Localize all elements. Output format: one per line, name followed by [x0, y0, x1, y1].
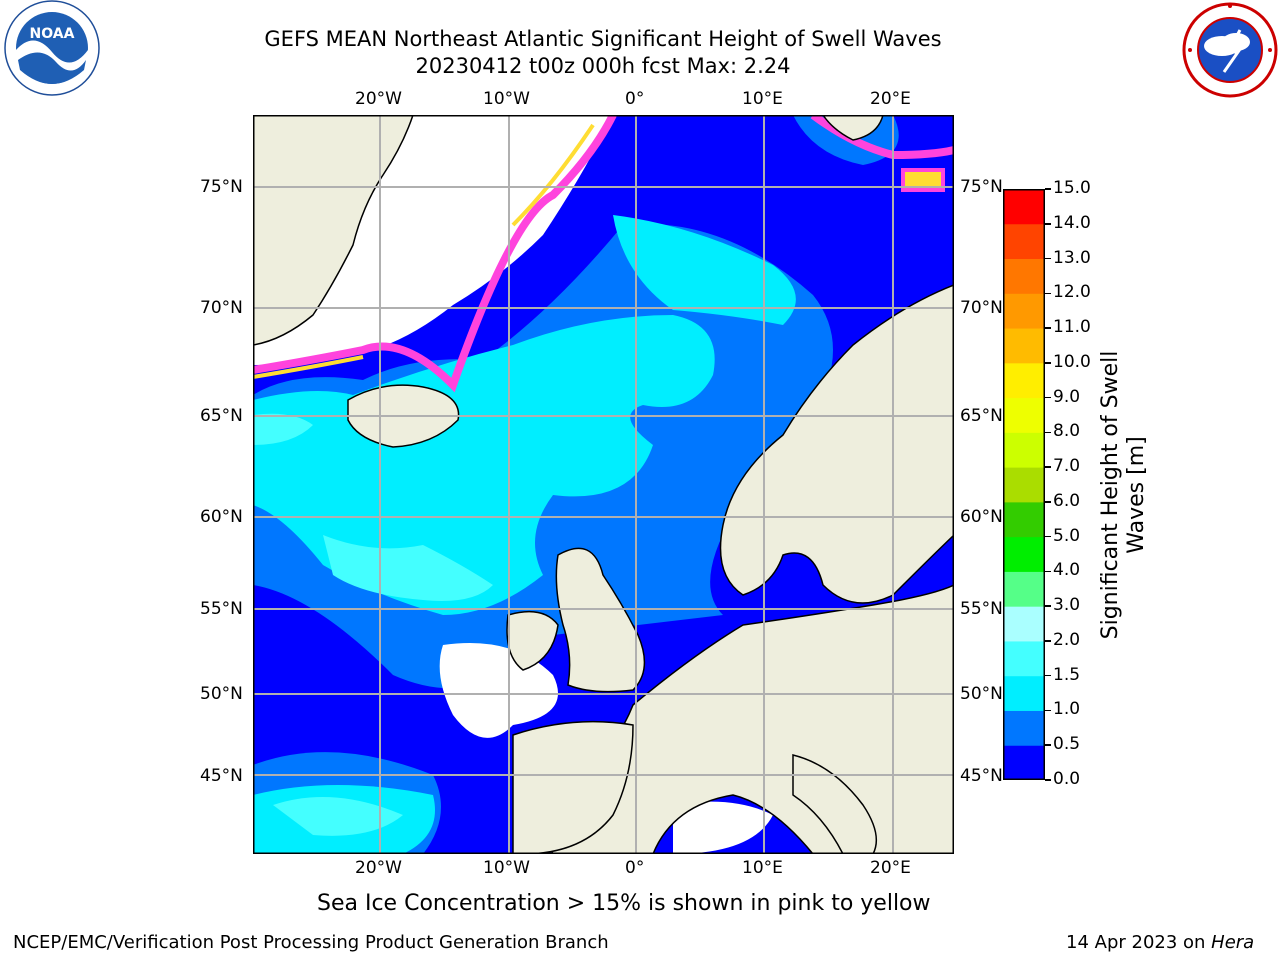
lat-label-left: 50°N: [200, 684, 243, 704]
colorbar-tick-label: 13.0: [1053, 248, 1091, 268]
footer-left: NCEP/EMC/Verification Post Processing Pr…: [13, 932, 609, 953]
colorbar-tick-mark: [1045, 571, 1051, 573]
colorbar-segment: [1003, 293, 1045, 328]
colorbar-tick-label: 5.0: [1053, 526, 1080, 546]
colorbar-segment: [1003, 502, 1045, 537]
lon-label-top: 10°W: [483, 89, 530, 109]
lat-label-left: 55°N: [200, 599, 243, 619]
colorbar-tick-label: 0.5: [1053, 734, 1080, 754]
colorbar-tick-label: 2.0: [1053, 630, 1080, 650]
colorbar-tick-label: 14.0: [1053, 213, 1091, 233]
lat-label-left: 75°N: [200, 177, 243, 197]
map-panel: [253, 115, 954, 854]
colorbar-tick-mark: [1045, 466, 1051, 468]
lat-label-left: 65°N: [200, 406, 243, 426]
colorbar-tick-mark: [1045, 258, 1051, 260]
colorbar-segment: [1003, 363, 1045, 398]
lat-label-left: 60°N: [200, 507, 243, 527]
colorbar-tick-label: 11.0: [1053, 317, 1091, 337]
colorbar-tick-mark: [1045, 501, 1051, 503]
colorbar-tick-mark: [1045, 710, 1051, 712]
colorbar-tick-mark: [1045, 605, 1051, 607]
sea-ice-caption: Sea Ice Concentration > 15% is shown in …: [317, 891, 931, 916]
colorbar-segment: [1003, 328, 1045, 363]
colorbar-segment: [1003, 224, 1045, 259]
colorbar-tick-label: 8.0: [1053, 421, 1080, 441]
colorbar-tick-label: 1.0: [1053, 699, 1080, 719]
svg-text:NOAA: NOAA: [30, 26, 75, 42]
map-subtitle: 20230412 t00z 000h fcst Max: 2.24: [0, 54, 1206, 79]
colorbar-tick-mark: [1045, 397, 1051, 399]
colorbar-segment: [1003, 432, 1045, 467]
colorbar-segment: [1003, 571, 1045, 606]
colorbar-tick-label: 9.0: [1053, 387, 1080, 407]
footer-date: 14 Apr 2023 on: [1066, 932, 1211, 953]
colorbar-label: Significant Height of Swell Waves [m]: [1098, 335, 1150, 655]
map-title: GEFS MEAN Northeast Atlantic Significant…: [0, 27, 1206, 52]
lon-label-bottom: 10°W: [483, 858, 530, 878]
nws-logo: [1180, 0, 1280, 100]
colorbar-tick-label: 7.0: [1053, 456, 1080, 476]
colorbar-tick-mark: [1045, 362, 1051, 364]
colorbar-tick-mark: [1045, 293, 1051, 295]
colorbar-segment: [1003, 676, 1045, 711]
colorbar-tick-label: 0.0: [1053, 769, 1080, 789]
colorbar-tick-mark: [1045, 432, 1051, 434]
colorbar-segment: [1003, 467, 1045, 502]
colorbar-tick-mark: [1045, 536, 1051, 538]
colorbar-tick-mark: [1045, 779, 1051, 781]
lon-label-top: 20°E: [870, 89, 911, 109]
lon-label-top: 0°: [625, 89, 644, 109]
colorbar-tick-label: 4.0: [1053, 560, 1080, 580]
colorbar: [1003, 189, 1045, 780]
colorbar-tick-label: 3.0: [1053, 595, 1080, 615]
colorbar-tick-label: 6.0: [1053, 491, 1080, 511]
lat-label-right: 55°N: [960, 599, 1003, 619]
colorbar-tick-label: 12.0: [1053, 282, 1091, 302]
lat-label-right: 45°N: [960, 766, 1003, 786]
colorbar-segment: [1003, 710, 1045, 745]
lon-label-top: 20°W: [355, 89, 402, 109]
lat-label-right: 50°N: [960, 684, 1003, 704]
colorbar-segment: [1003, 745, 1045, 780]
lat-label-right: 70°N: [960, 298, 1003, 318]
lon-label-bottom: 10°E: [742, 858, 783, 878]
colorbar-tick-mark: [1045, 223, 1051, 225]
colorbar-tick-mark: [1045, 327, 1051, 329]
colorbar-tick-label: 1.5: [1053, 665, 1080, 685]
lat-label-left: 70°N: [200, 298, 243, 318]
colorbar-segment: [1003, 537, 1045, 572]
lat-label-right: 60°N: [960, 507, 1003, 527]
colorbar-tick-label: 15.0: [1053, 178, 1091, 198]
lon-label-top: 10°E: [742, 89, 783, 109]
colorbar-segment: [1003, 606, 1045, 641]
colorbar-segment: [1003, 259, 1045, 294]
colorbar-tick-mark: [1045, 640, 1051, 642]
colorbar-tick-mark: [1045, 744, 1051, 746]
colorbar-tick-mark: [1045, 675, 1051, 677]
lat-label-right: 65°N: [960, 406, 1003, 426]
colorbar-segment: [1003, 641, 1045, 676]
colorbar-tick-mark: [1045, 188, 1051, 190]
colorbar-segment: [1003, 189, 1045, 224]
footer-right: 14 Apr 2023 on Hera: [1066, 932, 1254, 953]
lon-label-bottom: 20°E: [870, 858, 911, 878]
colorbar-segment: [1003, 398, 1045, 433]
noaa-logo: NOAA: [0, 0, 104, 104]
colorbar-tick-label: 10.0: [1053, 352, 1091, 372]
lon-label-bottom: 20°W: [355, 858, 402, 878]
lat-label-left: 45°N: [200, 766, 243, 786]
footer-host: Hera: [1211, 932, 1254, 953]
lon-label-bottom: 0°: [625, 858, 644, 878]
lat-label-right: 75°N: [960, 177, 1003, 197]
